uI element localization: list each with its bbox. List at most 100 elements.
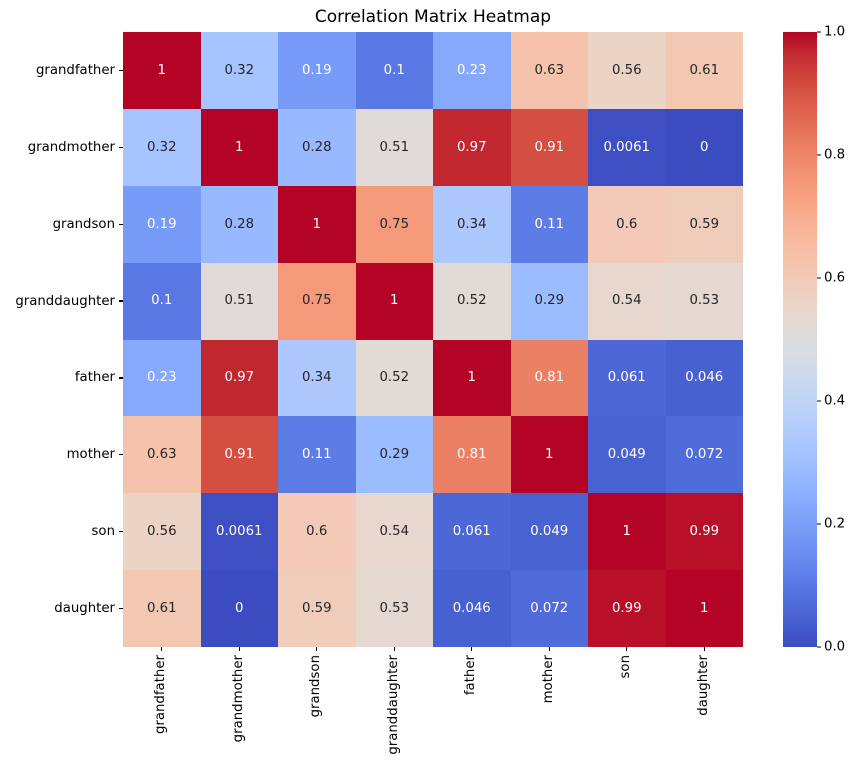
cell-value: 0.19 — [301, 62, 332, 78]
cell-value: 0.34 — [456, 216, 487, 232]
x-axis-col: mother — [511, 647, 589, 769]
heatmap-cell: 0.53 — [355, 570, 433, 647]
cell-value: 0.52 — [379, 370, 410, 386]
heatmap-cell: 0.97 — [200, 339, 278, 417]
cell-value: 0.56 — [611, 62, 642, 78]
colorbar-tick: 0.4 — [817, 394, 845, 409]
heatmap-grid: 1 0.32 0.19 0.1 0.23 0.63 0.56 0.61 0.32 1 0.28 0.5… — [123, 32, 743, 647]
x-tick-label: son — [618, 655, 634, 679]
cell-value: 0.1 — [151, 293, 173, 309]
heatmap-cell: 0.32 — [123, 108, 201, 186]
y-axis-row: grandfather — [0, 32, 123, 109]
cell-value: 1 — [312, 216, 321, 232]
heatmap-cell: 1 — [123, 32, 201, 109]
heatmap-cell: 1 — [278, 185, 356, 263]
heatmap-cell: 1 — [433, 339, 511, 417]
cell-value: 0.81 — [534, 370, 565, 386]
cell-value: 0.53 — [689, 293, 720, 309]
y-tick-mark — [119, 377, 123, 379]
cell-value: 0.59 — [689, 216, 720, 232]
cell-value: 0 — [700, 139, 709, 155]
cell-value: 1 — [235, 139, 244, 155]
heatmap-cell: 0.046 — [433, 570, 511, 647]
heatmap-cell: 0.75 — [355, 185, 433, 263]
heatmap-cell: 0.6 — [278, 493, 356, 571]
heatmap-cell: 0.63 — [123, 416, 201, 494]
y-tick-label: father — [74, 370, 115, 386]
x-axis-col: granddaughter — [356, 647, 434, 769]
heatmap-cell: 0.91 — [200, 416, 278, 494]
x-tick-mark — [238, 647, 240, 651]
cell-value: 0.6 — [306, 524, 328, 540]
heatmap-cell: 0.91 — [510, 108, 588, 186]
heatmap-cell: 0.19 — [278, 32, 356, 109]
heatmap-cell: 0 — [665, 108, 743, 186]
cell-value: 0 — [235, 600, 244, 616]
heatmap-cell: 0.19 — [123, 185, 201, 263]
colorbar-tick: 0.8 — [817, 148, 845, 163]
heatmap-cell: 0.59 — [665, 185, 743, 263]
cell-value: 0.54 — [379, 524, 410, 540]
heatmap-cell: 1 — [510, 416, 588, 494]
heatmap-cell: 0.046 — [665, 339, 743, 417]
cell-value: 0.51 — [379, 139, 410, 155]
x-tick-mark — [161, 647, 163, 651]
heatmap-cell: 0.6 — [588, 185, 666, 263]
y-axis-row: daughter — [0, 570, 123, 647]
cell-value: 0.91 — [534, 139, 565, 155]
x-tick-mark — [548, 647, 550, 651]
y-tick-label: grandson — [52, 216, 115, 232]
heatmap-cell: 0.072 — [510, 570, 588, 647]
heatmap-cell: 0.54 — [355, 493, 433, 571]
heatmap-cell: 0 — [200, 570, 278, 647]
cell-value: 0.23 — [146, 370, 177, 386]
cell-value: 0.52 — [456, 293, 487, 309]
heatmap-cell: 0.23 — [123, 339, 201, 417]
heatmap-cell: 0.0061 — [200, 493, 278, 571]
cell-value: 0.61 — [689, 62, 720, 78]
cell-value: 0.97 — [456, 139, 487, 155]
cell-value: 0.53 — [379, 600, 410, 616]
cell-value: 0.56 — [146, 524, 177, 540]
heatmap-cell: 0.54 — [588, 262, 666, 340]
chart-title: Correlation Matrix Heatmap — [314, 7, 552, 27]
heatmap-cell: 0.0061 — [588, 108, 666, 186]
heatmap-cell: 0.11 — [510, 185, 588, 263]
heatmap-cell: 0.28 — [278, 108, 356, 186]
x-tick-mark — [393, 647, 395, 651]
heatmap-cell: 0.1 — [355, 32, 433, 109]
heatmap-cell: 1 — [665, 570, 743, 647]
cell-value: 0.0061 — [603, 139, 651, 155]
y-axis-labels: grandfather grandmother grandson granddaugh… — [0, 32, 123, 647]
x-tick-label: grandson — [308, 655, 324, 718]
cell-value: 0.59 — [301, 600, 332, 616]
heatmap-cell: 0.23 — [433, 32, 511, 109]
y-tick-label: son — [91, 524, 116, 540]
cell-value: 1 — [467, 370, 476, 386]
cell-value: 0.28 — [301, 139, 332, 155]
colorbar-tick-mark — [817, 277, 821, 279]
heatmap-cell: 0.29 — [510, 262, 588, 340]
colorbar-ticks: 1.0 0.8 0.6 0.4 0.2 0.0 — [817, 25, 855, 655]
x-tick-mark — [316, 647, 318, 651]
heatmap-cell: 0.34 — [278, 339, 356, 417]
x-tick-label: daughter — [695, 655, 711, 716]
cell-value: 0.1 — [383, 62, 405, 78]
heatmap-cell: 0.28 — [200, 185, 278, 263]
heatmap-cell: 0.56 — [123, 493, 201, 571]
colorbar-tick-mark — [817, 646, 821, 648]
y-tick-label: daughter — [54, 601, 115, 617]
x-tick-label: grandmother — [230, 655, 246, 743]
cell-value: 0.99 — [689, 524, 720, 540]
cell-value: 0.19 — [146, 216, 177, 232]
cell-value: 0.061 — [452, 524, 491, 540]
heatmap-cell: 1 — [355, 262, 433, 340]
x-tick-label: father — [463, 655, 479, 696]
cell-value: 0.6 — [616, 216, 638, 232]
heatmap-cell: 0.56 — [588, 32, 666, 109]
x-axis-col: grandmother — [201, 647, 279, 769]
x-tick-label: grandfather — [153, 655, 169, 735]
cell-value: 0.97 — [224, 370, 255, 386]
cell-value: 0.11 — [534, 216, 565, 232]
x-tick-label: mother — [540, 655, 556, 704]
